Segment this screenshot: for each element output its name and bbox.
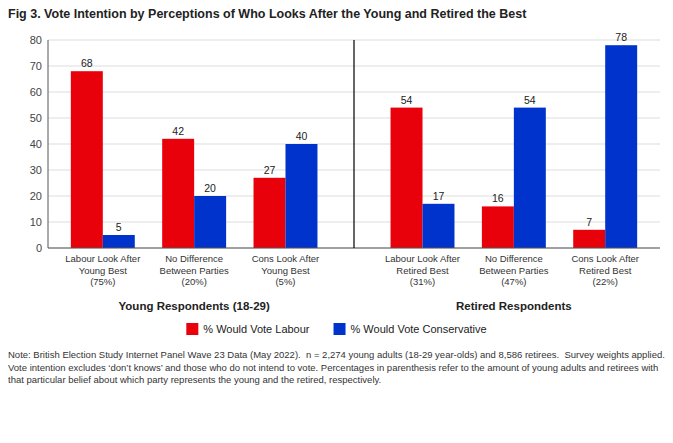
x-tick-label-line: No Difference (485, 253, 543, 264)
x-tick-label: No DifferenceBetween Parties(47%) (479, 253, 548, 287)
data-label: 54 (524, 94, 536, 106)
bar (482, 206, 514, 248)
section-label: Young Respondents (18-29) (119, 300, 270, 312)
bar (71, 71, 103, 248)
bar (423, 204, 455, 248)
x-tick-label-line: (22%) (593, 276, 618, 287)
x-tick-label-line: Labour Look After (65, 253, 140, 264)
bar (605, 45, 637, 248)
x-tick-label-line: Cons Look After (571, 253, 639, 264)
note-line: Vote intention excludes ‘don’t knows’ an… (8, 362, 658, 373)
data-label: 20 (204, 182, 216, 194)
y-tick-label: 80 (30, 34, 42, 46)
y-tick-label: 40 (30, 138, 42, 150)
x-tick-label-line: Labour Look After (385, 253, 460, 264)
x-tick-label-line: (5%) (275, 276, 295, 287)
x-tick-label-line: No Difference (165, 253, 223, 264)
y-tick-label: 60 (30, 86, 42, 98)
data-label: 42 (172, 125, 184, 137)
y-tick-label: 20 (30, 190, 42, 202)
bar (573, 230, 605, 248)
bar (391, 108, 423, 248)
data-label: 7 (586, 216, 592, 228)
legend-label: % Would Vote Labour (203, 323, 310, 335)
legend: % Would Vote Labour % Would Vote Conserva… (186, 323, 486, 335)
note-line: Note: British Election Study Internet Pa… (8, 349, 665, 360)
x-tick-label-line: Cons Look After (252, 253, 320, 264)
x-tick-label: Labour Look AfterRetired Best(31%) (385, 253, 460, 287)
data-label: 68 (81, 57, 93, 69)
x-tick-label: Cons Look AfterYoung Best(5%) (252, 253, 320, 287)
x-tick-label-line: Between Parties (160, 265, 229, 276)
y-axis-line (48, 40, 49, 248)
x-tick-label-line: (31%) (410, 276, 435, 287)
data-label: 16 (492, 192, 504, 204)
bar (254, 178, 286, 248)
chart: Fig 3. Vote Intention by Perceptions of … (0, 0, 673, 443)
x-tick-label-line: Young Best (261, 265, 310, 276)
legend-label: % Would Vote Conservative (351, 323, 487, 335)
legend-swatch (186, 323, 198, 335)
bar (103, 235, 135, 248)
x-tick-label-line: Between Parties (479, 265, 548, 276)
data-label: 27 (264, 164, 276, 176)
y-tick-label: 30 (30, 164, 42, 176)
title: Fig 3. Vote Intention by Perceptions of … (8, 7, 527, 21)
bar (194, 196, 226, 248)
section-label: Retired Respondents (456, 300, 572, 312)
data-label: 17 (433, 190, 445, 202)
data-label: 40 (296, 130, 308, 142)
data-label: 5 (116, 221, 122, 233)
y-tick-label: 70 (30, 60, 42, 72)
y-tick-label: 0 (36, 242, 42, 254)
x-tick-label: No DifferenceBetween Parties(20%) (160, 253, 229, 287)
x-tick-label: Labour Look AfterYoung Best(75%) (65, 253, 140, 287)
note-line: that particular belief about which party… (8, 374, 381, 385)
x-tick-label-line: (20%) (181, 276, 206, 287)
section-separator (353, 40, 354, 248)
x-tick-label-line: Retired Best (579, 265, 632, 276)
x-tick-label-line: (75%) (90, 276, 115, 287)
bar (514, 108, 546, 248)
x-tick-label-line: (47%) (501, 276, 526, 287)
note: Note: British Election Study Internet Pa… (8, 349, 665, 385)
legend-swatch (334, 323, 346, 335)
bar (162, 139, 194, 248)
bar (285, 144, 317, 248)
x-tick-label: Cons Look AfterRetired Best(22%) (571, 253, 639, 287)
x-tick-label-line: Retired Best (396, 265, 449, 276)
data-label: 54 (401, 94, 413, 106)
y-tick-label: 50 (30, 112, 42, 124)
data-label: 78 (615, 31, 627, 43)
x-tick-label-line: Young Best (79, 265, 128, 276)
y-tick-label: 10 (30, 216, 42, 228)
